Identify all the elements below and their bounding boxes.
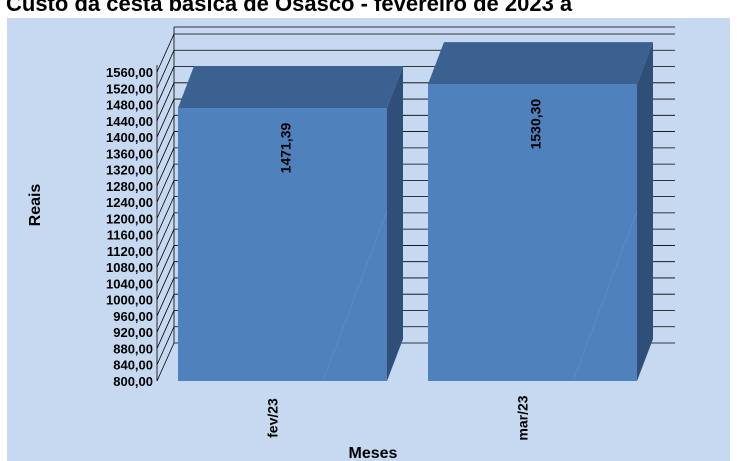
grid-line-side <box>156 245 175 284</box>
grid-line-side <box>156 33 175 73</box>
grid-line-side <box>156 131 175 170</box>
y-tick-label: 920,00 <box>113 325 153 340</box>
grid-line-side <box>156 326 175 365</box>
grid-line-side <box>156 261 175 300</box>
bar-side <box>637 42 653 382</box>
x-axis-ticks: fev/23 mar/23 <box>265 395 531 440</box>
y-tick-label: 1360,00 <box>106 146 153 161</box>
y-tick-label: 1200,00 <box>106 211 153 226</box>
bar <box>428 84 637 382</box>
y-tick-label: 1040,00 <box>106 276 153 291</box>
y-axis-label: Reais <box>27 184 44 227</box>
grid-line-side <box>156 212 175 252</box>
y-tick-label: 1520,00 <box>106 81 153 96</box>
bar-top <box>428 42 653 85</box>
bar-top <box>178 66 403 109</box>
y-tick-label: 1320,00 <box>106 163 153 178</box>
bars: 1471,39 1530,30 <box>178 42 653 382</box>
bar <box>178 108 387 381</box>
x-tick-label: mar/23 <box>515 395 531 440</box>
grid-line-side <box>156 50 175 89</box>
y-tick-label: 1080,00 <box>106 260 153 275</box>
y-tick-label: 840,00 <box>113 358 153 373</box>
data-label: 1530,30 <box>528 99 544 150</box>
grid-line-side <box>156 115 175 154</box>
y-tick-label: 800,00 <box>113 374 153 389</box>
y-tick-label: 1160,00 <box>107 228 153 243</box>
y-tick-label: 1480,00 <box>106 98 153 113</box>
grid-line-side <box>156 277 175 317</box>
y-tick-label: 1280,00 <box>106 179 153 194</box>
y-tick-label: 1400,00 <box>106 130 153 145</box>
grid-line-side <box>156 82 175 121</box>
y-tick-label: 1240,00 <box>106 195 153 210</box>
grid-line-side <box>156 163 175 203</box>
y-tick-label: 1120,00 <box>107 244 153 259</box>
chart-title: Custo da cesta básica de Osasco - fevere… <box>6 0 573 16</box>
grid-line-side <box>156 196 175 235</box>
grid-line-side <box>156 180 175 219</box>
grid-line-side <box>156 98 175 138</box>
grid-line-side <box>156 147 175 187</box>
data-label: 1471,39 <box>278 123 294 174</box>
bar-sheen <box>572 210 638 382</box>
y-tick-label: 1000,00 <box>106 293 153 308</box>
x-tick-label: fev/23 <box>265 398 281 438</box>
y-tick-label: 960,00 <box>113 309 153 324</box>
bar-sheen <box>322 210 388 382</box>
grid-line-side <box>156 228 175 268</box>
y-tick-label: 1440,00 <box>106 114 153 129</box>
grid-line-side <box>156 310 175 349</box>
grid-line-side <box>156 66 175 105</box>
grid-line-side <box>156 342 175 382</box>
bar-side <box>387 66 403 381</box>
grid-line-side <box>156 294 175 333</box>
y-tick-label: 880,00 <box>113 341 153 356</box>
y-tick-label: 1560,00 <box>106 65 153 80</box>
x-axis-label: Meses <box>349 445 398 461</box>
